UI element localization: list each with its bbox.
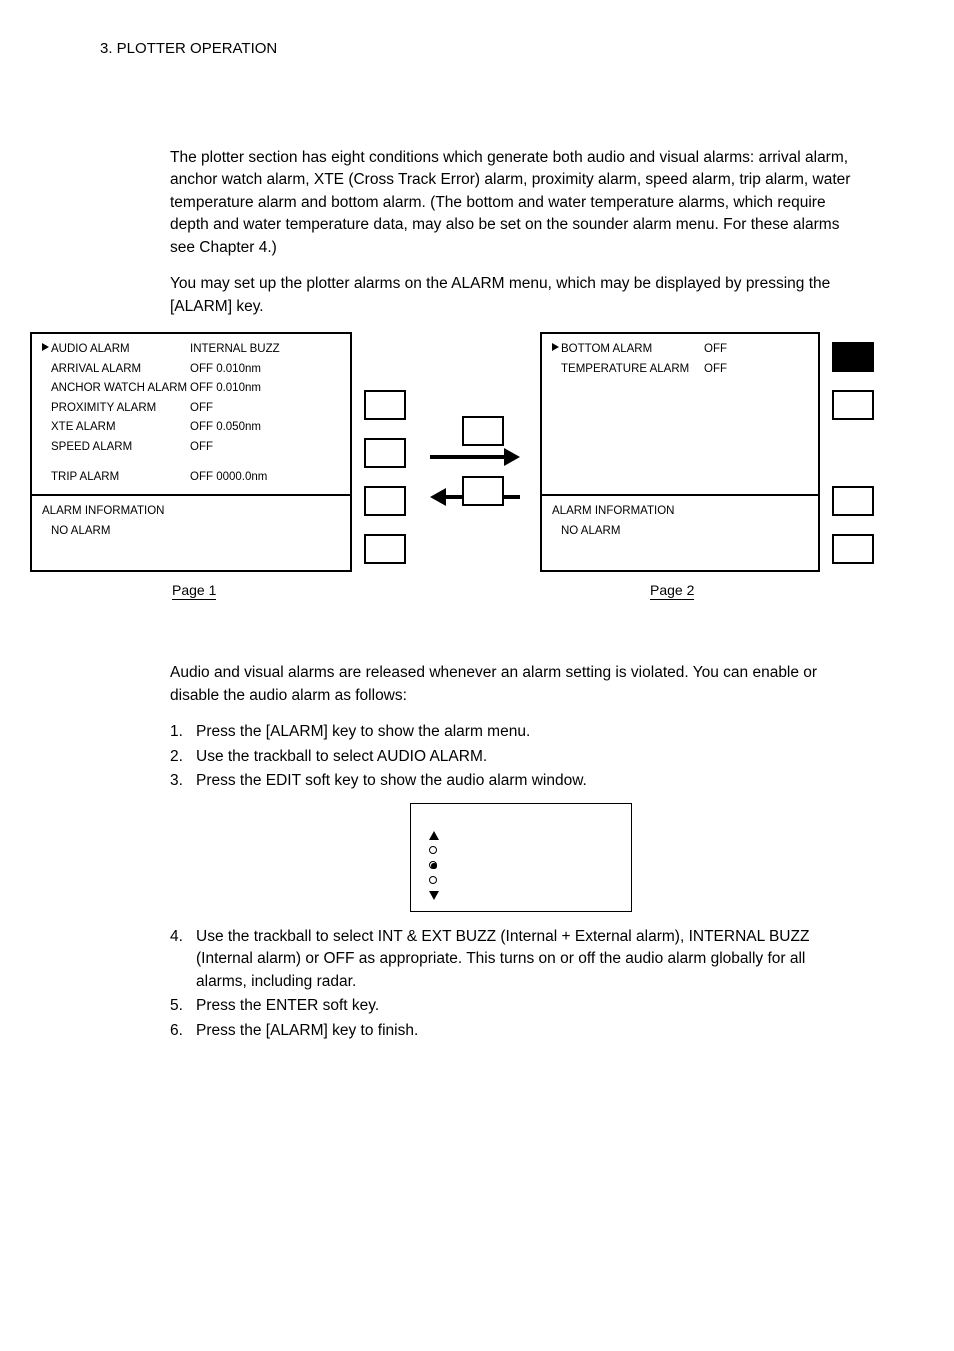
menu-item-label: ARRIVAL ALARM [51, 363, 141, 375]
menu-item-value: OFF [704, 360, 727, 380]
softkey-column-mid [462, 416, 504, 506]
softkey[interactable] [462, 476, 504, 506]
menu-item-label: PROXIMITY ALARM [51, 402, 156, 414]
audio-alarm-window [410, 803, 632, 912]
softkey[interactable] [832, 342, 874, 372]
page-header: 3. PLOTTER OPERATION [100, 40, 854, 57]
alarm-info-body: NO ALARM [552, 522, 808, 542]
menu-item-value: OFF [190, 399, 213, 419]
menu-item-value: OFF [190, 438, 213, 458]
steps-list-b: 4.Use the trackball to select INT & EXT … [170, 926, 854, 1042]
menu-item-value: OFF 0.050nm [190, 418, 261, 438]
step-text: Press the [ALARM] key to finish. [196, 1020, 854, 1042]
softkey-column-2 [832, 342, 874, 564]
menu-item-value: OFF 0.010nm [190, 379, 261, 399]
softkey[interactable] [832, 534, 874, 564]
step-text: Use the trackball to select INT & EXT BU… [196, 926, 854, 993]
softkey[interactable] [462, 416, 504, 446]
alarm-info-title: ALARM INFORMATION [42, 502, 340, 522]
figure-caption-page2: Page 2 [650, 582, 694, 600]
alarm-info-body: NO ALARM [42, 522, 340, 542]
softkey[interactable] [364, 438, 406, 468]
menu-item-value: INTERNAL BUZZ [190, 340, 280, 360]
figure-caption-page1: Page 1 [172, 582, 216, 600]
step-text: Press the [ALARM] key to show the alarm … [196, 721, 854, 743]
menu-item-label: BOTTOM ALARM [561, 343, 652, 355]
softkey[interactable] [364, 486, 406, 516]
menu-item-label: TEMPERATURE ALARM [561, 363, 689, 375]
pointer-icon [552, 343, 559, 351]
menu-item-label: SPEED ALARM [51, 441, 132, 453]
alarm-menu-page1: AUDIO ALARM INTERNAL BUZZ ARRIVAL ALARM OF… [30, 332, 352, 572]
radio-icon[interactable] [429, 846, 437, 854]
steps-list-a: 1.Press the [ALARM] key to show the alar… [170, 721, 854, 792]
softkey[interactable] [364, 390, 406, 420]
softkey-column-1 [364, 342, 406, 564]
radio-selected-icon[interactable] [429, 861, 437, 869]
menu-item-label: AUDIO ALARM [51, 343, 130, 355]
alarm-menu-page2: BOTTOM ALARM OFF TEMPERATURE ALARM OFF ALA… [540, 332, 820, 572]
menu-item-label: TRIP ALARM [51, 471, 119, 483]
menu-item-value: OFF [704, 340, 727, 360]
menu-item-value: OFF 0.010nm [190, 360, 261, 380]
step-text: Use the trackball to select AUDIO ALARM. [196, 746, 854, 768]
triangle-down-icon [429, 891, 439, 900]
radio-icon[interactable] [429, 876, 437, 884]
intro-paragraph-1: The plotter section has eight conditions… [170, 147, 854, 259]
alarm-info-title: ALARM INFORMATION [552, 502, 808, 522]
audio-alarm-intro: Audio and visual alarms are released whe… [170, 662, 854, 707]
softkey[interactable] [364, 534, 406, 564]
step-text: Press the ENTER soft key. [196, 995, 854, 1017]
menu-item-label: ANCHOR WATCH ALARM [51, 382, 187, 394]
menu-item-value: OFF 0000.0nm [190, 468, 267, 488]
triangle-up-icon [429, 831, 439, 840]
pointer-icon [42, 343, 49, 351]
alarm-menu-figure: AUDIO ALARM INTERNAL BUZZ ARRIVAL ALARM OF… [30, 332, 854, 602]
menu-item-label: XTE ALARM [51, 421, 116, 433]
step-text: Press the EDIT soft key to show the audi… [196, 770, 854, 792]
softkey[interactable] [832, 486, 874, 516]
intro-paragraph-2: You may set up the plotter alarms on the… [170, 273, 854, 318]
softkey[interactable] [832, 390, 874, 420]
